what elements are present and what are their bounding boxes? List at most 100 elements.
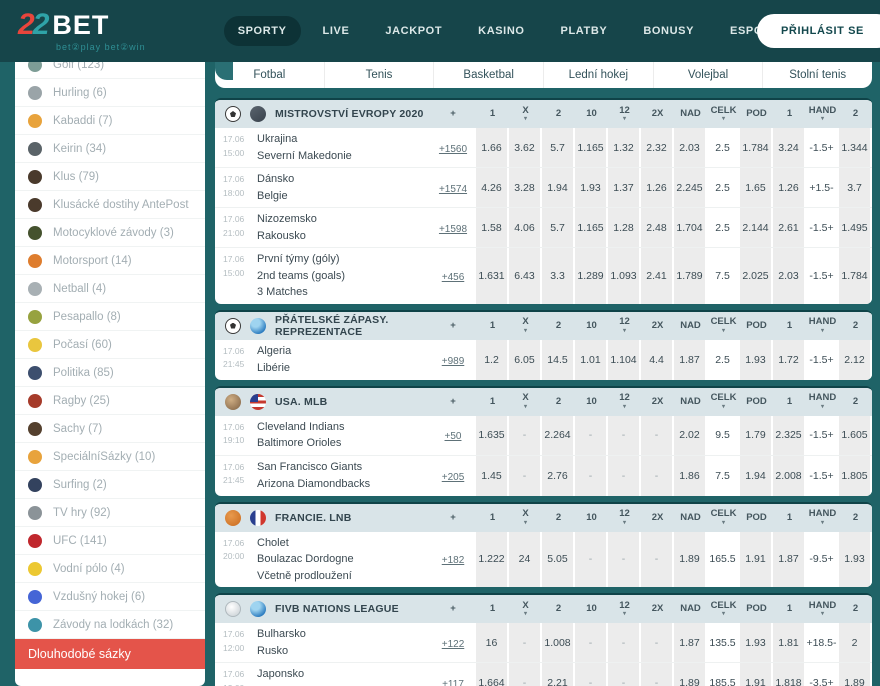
odds-cell[interactable]: 1.72 — [773, 339, 806, 380]
column-header-pod[interactable]: POD — [746, 395, 767, 407]
odds-cell[interactable]: 6.43 — [509, 248, 542, 304]
odds-cell[interactable]: 1.2 — [476, 339, 509, 380]
sidebar-item-vzdusny-hokej[interactable]: Vzdušný hokej (6) — [15, 583, 205, 611]
bet-param-cell[interactable]: 2.5 — [707, 168, 740, 207]
column-header-x[interactable]: X ▾ — [522, 104, 529, 123]
column-header-2[interactable]: 2 — [852, 511, 859, 523]
more-bets-link[interactable]: +205 — [441, 471, 465, 483]
odds-cell[interactable]: 2.025 — [740, 248, 773, 304]
column-header-x[interactable]: X ▾ — [522, 508, 529, 526]
match-teams[interactable]: Ukrajina Severní Makedonie — [257, 128, 430, 167]
bet-param-cell[interactable]: 2.5 — [707, 339, 740, 380]
column-header-hand[interactable]: HAND ▾ — [808, 392, 837, 410]
odds-cell[interactable]: 2.245 — [674, 168, 707, 207]
match-teams[interactable]: Cleveland Indians Baltimore Orioles — [257, 416, 430, 455]
column-header-1[interactable]: 1 — [489, 511, 496, 523]
odds-cell[interactable]: 2.61 — [773, 208, 806, 247]
column-header-x[interactable]: X ▾ — [522, 392, 529, 410]
odds-cell[interactable]: 2.32 — [641, 128, 674, 167]
odds-cell[interactable]: 4.4 — [641, 339, 674, 380]
column-header-nad[interactable]: NAD — [680, 395, 701, 407]
column-header-nad[interactable]: NAD — [680, 108, 701, 120]
odds-cell[interactable]: 1.66 — [476, 128, 509, 167]
odds-cell[interactable]: 1.81 — [773, 623, 806, 662]
odds-cell[interactable]: 1.28 — [608, 208, 641, 247]
column-header-celk[interactable]: CELK ▾ — [710, 599, 737, 618]
column-header-2[interactable]: 2 — [555, 511, 562, 523]
column-header-celk[interactable]: CELK ▾ — [710, 508, 737, 526]
bet-param-cell[interactable]: 165.5 — [707, 531, 740, 587]
odds-cell[interactable]: 3.3 — [542, 248, 575, 304]
sidebar-item-klus[interactable]: Klus (79) — [15, 163, 205, 191]
sidebar-item-golf[interactable]: Golf (123) — [15, 62, 205, 79]
odds-cell[interactable]: 1.631 — [476, 248, 509, 304]
more-bets-link[interactable]: +1560 — [438, 143, 468, 155]
odds-cell[interactable]: 1.784 — [740, 128, 773, 167]
column-header-celk[interactable]: CELK ▾ — [710, 316, 737, 334]
odds-cell[interactable]: 1.165 — [575, 128, 608, 167]
match-teams[interactable]: Algeria Libérie — [257, 340, 430, 379]
odds-cell[interactable]: 2.02 — [674, 415, 707, 455]
column-header-hand[interactable]: HAND ▾ — [808, 508, 837, 526]
odds-cell[interactable]: 1.26 — [773, 168, 806, 207]
odds-cell[interactable]: 1.289 — [575, 248, 608, 304]
bet-param-cell[interactable]: 9.5 — [707, 415, 740, 455]
more-bets-link[interactable]: +989 — [441, 355, 465, 367]
odds-cell[interactable]: 2.21 — [542, 663, 575, 686]
odds-cell[interactable]: 1.89 — [674, 531, 707, 587]
column-header-celk[interactable]: CELK ▾ — [710, 392, 737, 410]
bet-param-cell[interactable]: -1.5+ — [806, 339, 839, 380]
logo[interactable]: 2 2 BET bet②play bet②win — [18, 9, 146, 53]
bet-param-cell[interactable]: 135.5 — [707, 623, 740, 662]
odds-cell[interactable]: 1.32 — [608, 128, 641, 167]
odds-cell[interactable]: 1.008 — [542, 623, 575, 662]
section-title[interactable]: MISTROVSTVÍ EVROPY 2020 — [275, 108, 424, 120]
column-header-2[interactable]: 2 — [555, 319, 562, 331]
column-header-10[interactable]: 10 — [586, 511, 597, 523]
odds-cell[interactable]: 1.87 — [674, 623, 707, 662]
column-header-pod[interactable]: POD — [746, 511, 767, 523]
bet-param-cell[interactable]: -3.5+ — [806, 663, 839, 686]
odds-cell[interactable]: 2.48 — [641, 208, 674, 247]
column-header-2[interactable]: 2 — [852, 603, 859, 615]
column-header-[interactable]: + — [450, 511, 456, 523]
match-teams[interactable]: Bulharsko Rusko — [257, 623, 430, 662]
odds-cell[interactable]: 1.45 — [476, 455, 509, 496]
odds-cell[interactable]: 16 — [476, 623, 509, 662]
tab-basketbal[interactable]: Basketbal — [434, 62, 545, 88]
login-button[interactable]: PŘIHLÁSIT SE — [757, 14, 880, 48]
odds-cell[interactable]: 1.89 — [839, 663, 872, 686]
odds-cell[interactable]: 2.264 — [542, 415, 575, 455]
column-header-2[interactable]: 2 — [555, 395, 562, 407]
sidebar-item-pesapallo[interactable]: Pesapallo (8) — [15, 303, 205, 331]
bet-param-cell[interactable]: +1.5- — [806, 168, 839, 207]
nav-item-platby[interactable]: PLATBY — [560, 25, 608, 37]
column-header-2[interactable]: 2 — [852, 108, 859, 120]
column-header-1[interactable]: 1 — [489, 319, 496, 331]
odds-cell[interactable]: 1.37 — [608, 168, 641, 207]
odds-cell[interactable]: 4.06 — [509, 208, 542, 247]
nav-item-bonusy[interactable]: BONUSY — [643, 25, 695, 37]
odds-cell[interactable]: 2.008 — [773, 455, 806, 496]
sidebar-item-hurling[interactable]: Hurling (6) — [15, 79, 205, 107]
odds-cell[interactable]: 2.325 — [773, 415, 806, 455]
odds-cell[interactable]: 1.818 — [773, 663, 806, 686]
odds-cell[interactable]: 14.5 — [542, 339, 575, 380]
column-header-1[interactable]: 1 — [489, 603, 496, 615]
column-header-2x[interactable]: 2X — [651, 603, 664, 615]
column-header-[interactable]: + — [450, 603, 456, 615]
odds-cell[interactable]: 1.91 — [740, 531, 773, 587]
odds-cell[interactable]: 1.635 — [476, 415, 509, 455]
more-bets-link[interactable]: +1598 — [438, 223, 468, 235]
bet-param-cell[interactable]: 7.5 — [707, 248, 740, 304]
column-header-12[interactable]: 12 ▾ — [619, 104, 630, 123]
odds-cell[interactable]: 1.89 — [674, 663, 707, 686]
sidebar-item-specialnisazky[interactable]: SpeciálníSázky (10) — [15, 443, 205, 471]
odds-cell[interactable]: 1.87 — [674, 339, 707, 380]
sidebar-item-surfing[interactable]: Surfing (2) — [15, 471, 205, 499]
sidebar-item-keirin[interactable]: Keirin (34) — [15, 135, 205, 163]
sidebar-item-ufc[interactable]: UFC (141) — [15, 527, 205, 555]
odds-cell[interactable]: 1.344 — [839, 128, 872, 167]
more-bets-link[interactable]: +50 — [444, 431, 462, 442]
match-teams[interactable]: Cholet Boulazac Dordogne Včetně prodloužen… — [257, 532, 430, 588]
